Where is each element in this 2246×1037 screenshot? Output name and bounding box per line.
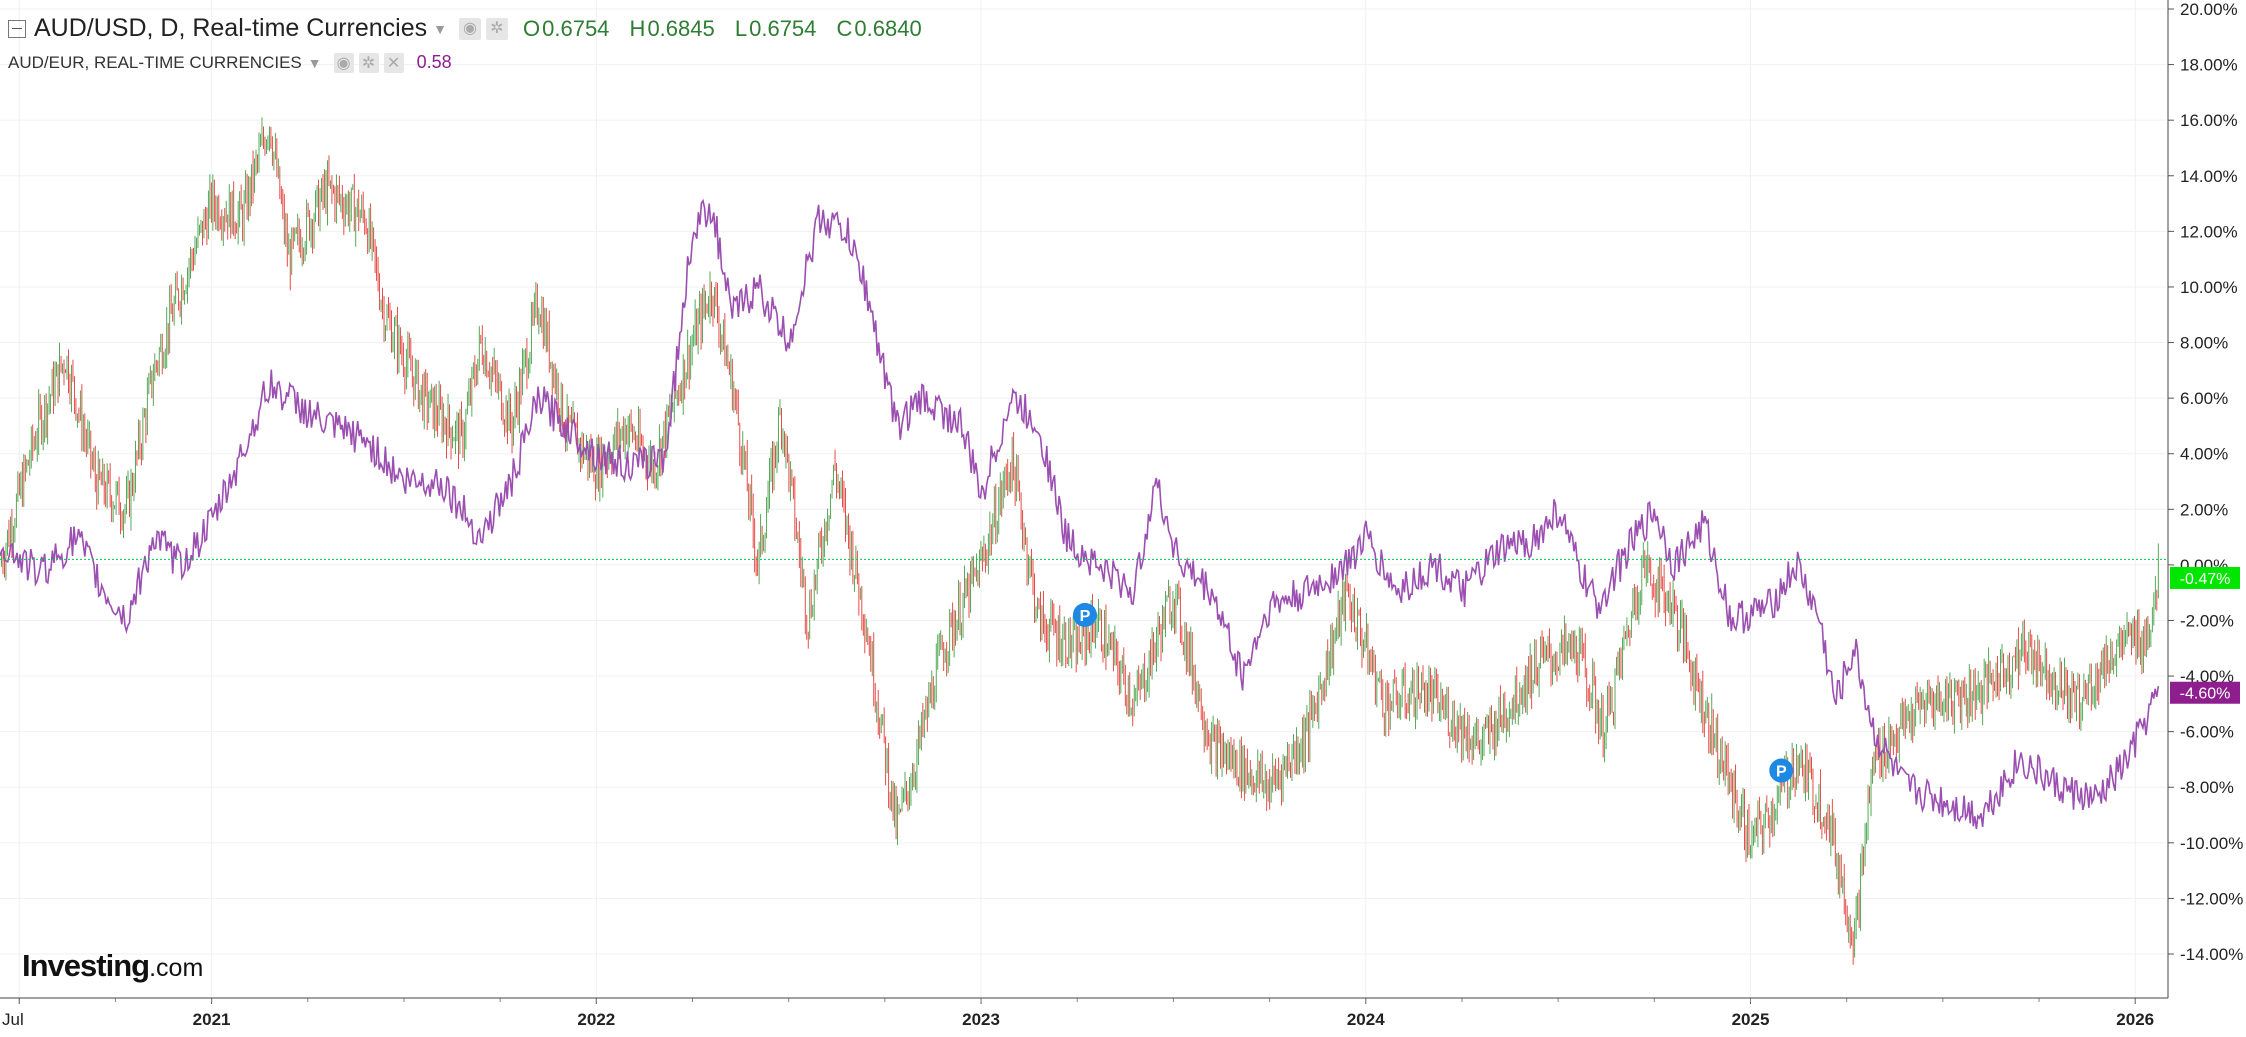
x-tick-label: 2024 — [1347, 1010, 1385, 1029]
aud-usd-last-badge: -0.47% — [2180, 571, 2231, 588]
dropdown-caret-icon[interactable]: ▼ — [433, 20, 447, 37]
y-tick-label: -14.00% — [2180, 945, 2243, 964]
y-tick-label: 12.00% — [2180, 222, 2238, 241]
dropdown-caret-icon[interactable]: ▼ — [307, 54, 322, 71]
event-marker — [1072, 602, 1097, 627]
y-tick-label: -8.00% — [2180, 778, 2234, 797]
markers: PP — [1072, 602, 1794, 783]
event-marker-label: P — [1776, 764, 1787, 781]
y-tick-label: -6.00% — [2180, 723, 2234, 742]
event-marker-label: P — [1080, 608, 1091, 625]
y-tick-label: 14.00% — [2180, 167, 2238, 186]
y-tick-label: -12.00% — [2180, 889, 2243, 908]
aud-eur-last-badge: -4.60% — [2180, 686, 2231, 703]
y-tick-label: 16.00% — [2180, 111, 2238, 130]
x-tick-label: 2021 — [193, 1010, 231, 1029]
investing-logo[interactable]: Investing.com — [22, 948, 204, 983]
eye-icon[interactable]: ◉ — [459, 17, 481, 40]
open-value: 0.6754 — [542, 15, 610, 41]
aud-eur-last-badge-bg — [2170, 681, 2240, 704]
low-value: 0.6754 — [749, 15, 817, 41]
close-icon[interactable]: ✕ — [383, 52, 404, 73]
x-tick-label: 2023 — [962, 1010, 1000, 1029]
compare-legend: AUD/EUR, REAL-TIME CURRENCIES ▼ ◉ ✲ ✕ 0.… — [8, 52, 452, 73]
y-tick-label: 4.00% — [2180, 445, 2228, 464]
aud-eur-line — [0, 198, 2160, 830]
high-value: 0.6845 — [647, 15, 715, 41]
y-tick-label: -10.00% — [2180, 834, 2243, 853]
y-tick-label: 10.00% — [2180, 278, 2238, 297]
settings-icon[interactable]: ✲ — [486, 17, 508, 40]
compare-symbol-title[interactable]: AUD/EUR, REAL-TIME CURRENCIES — [8, 52, 302, 72]
aud-usd-candles — [1, 117, 2159, 965]
y-tick-label: -4.00% — [2180, 667, 2234, 686]
grid — [0, 0, 2166, 998]
ohlc-values: O0.6754 H0.6845 L0.6754 C0.6840 — [523, 15, 922, 41]
x-tick-label: 2022 — [577, 1010, 615, 1029]
x-axis-area — [0, 999, 2246, 1037]
aud-eur-series-line — [0, 198, 2160, 830]
y-tick-label: 8.00% — [2180, 334, 2228, 353]
x-tick-label: 2026 — [2116, 1010, 2154, 1029]
main-legend: AUD/USD, D, Real-time Currencies ▼ ◉ ✲ O… — [8, 14, 936, 43]
y-tick-label: 6.00% — [2180, 389, 2228, 408]
x-tick-label: 2025 — [1732, 1010, 1770, 1029]
close-value: 0.6840 — [854, 15, 922, 41]
aud-usd-last-badge-bg — [2170, 566, 2240, 589]
compare-value: 0.58 — [416, 52, 452, 72]
y-tick-label: -2.00% — [2180, 611, 2234, 630]
y-tick-label: 20.00% — [2180, 0, 2238, 19]
settings-icon[interactable]: ✲ — [358, 52, 379, 73]
eye-icon[interactable]: ◉ — [333, 52, 354, 73]
main-symbol-title[interactable]: AUD/USD, D, Real-time Currencies — [34, 14, 428, 42]
y-tick-label: 18.00% — [2180, 56, 2238, 75]
event-marker — [1769, 758, 1794, 783]
x-tick-label: Jul — [2, 1010, 24, 1029]
y-tick-label: 2.00% — [2180, 500, 2228, 519]
collapse-icon[interactable] — [8, 19, 26, 38]
